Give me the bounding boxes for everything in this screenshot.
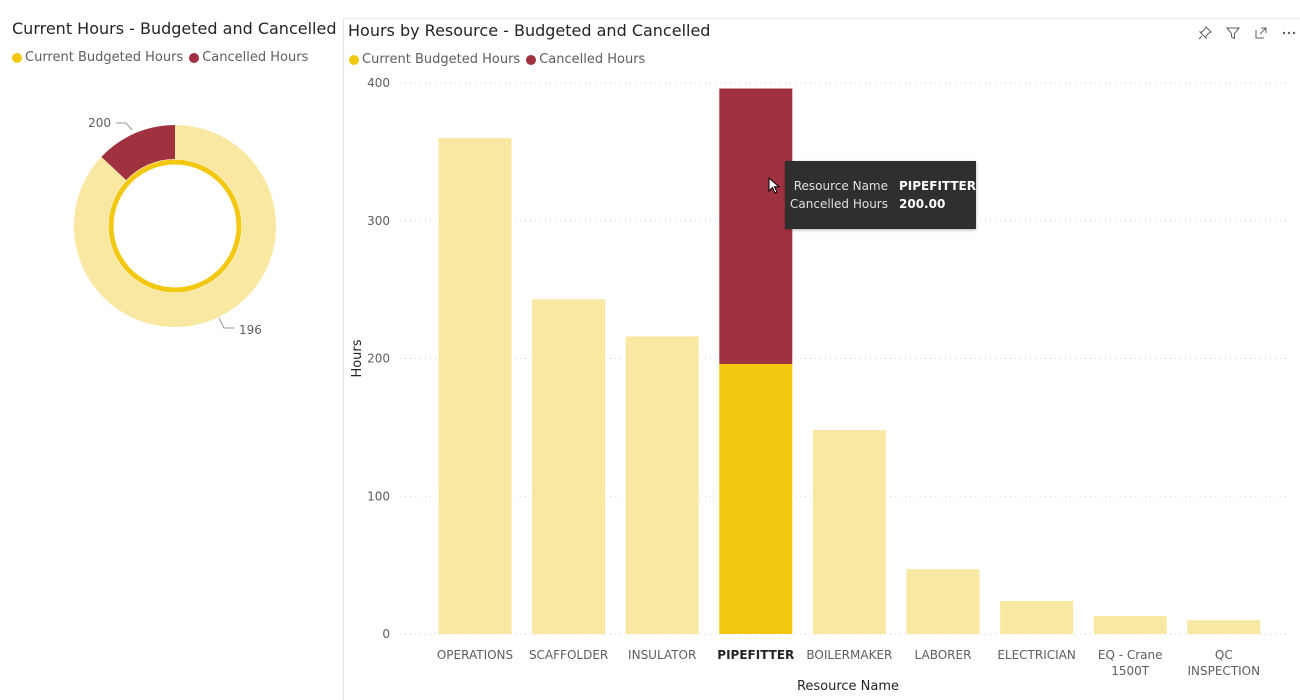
x-tick-label: LABORER <box>915 648 972 662</box>
x-tick-label: OPERATIONS <box>437 648 513 662</box>
x-tick-label: QC <box>1215 648 1233 662</box>
tooltip: Resource Name PIPEFITTER Cancelled Hours… <box>785 161 976 229</box>
y-tick-label: 400 <box>367 76 390 90</box>
bar-legend-item-budgeted[interactable]: Current Budgeted Hours <box>349 52 520 67</box>
bar-legend: Current Budgeted Hours Cancelled Hours <box>349 52 651 67</box>
more-options-icon[interactable] <box>1280 24 1298 42</box>
bar-cancelled[interactable] <box>719 88 793 365</box>
x-tick-label: BOILERMAKER <box>806 648 892 662</box>
legend-label-cancelled: Cancelled Hours <box>202 50 309 65</box>
bar-budgeted[interactable] <box>532 299 606 634</box>
y-tick-label: 200 <box>367 352 390 366</box>
x-tick-label: EQ - Crane <box>1098 648 1163 662</box>
donut-legend-item-budgeted[interactable]: Current Budgeted Hours <box>12 50 183 65</box>
tooltip-value: 200.00 <box>899 197 946 211</box>
x-tick-label: INSPECTION <box>1187 664 1260 678</box>
y-axis-title: Hours <box>350 339 365 377</box>
legend-marker-budgeted <box>349 54 359 65</box>
legend-label-budgeted: Current Budgeted Hours <box>25 50 184 65</box>
bar-budgeted[interactable] <box>719 364 793 634</box>
x-tick-label: ELECTRICIAN <box>997 648 1076 662</box>
donut-selection-ring <box>108 159 242 293</box>
y-tick-label: 0 <box>382 627 390 641</box>
focus-mode-icon[interactable] <box>1252 24 1270 42</box>
y-tick-label: 100 <box>367 489 390 503</box>
tooltip-row-resource: Resource Name PIPEFITTER <box>785 179 976 193</box>
tooltip-label: Resource Name <box>793 179 888 193</box>
bar-chart-visual[interactable]: Hours by Resource - Budgeted and Cancell… <box>343 18 1300 700</box>
donut-chart-title: Current Hours - Budgeted and Cancelled <box>12 19 337 38</box>
mouse-cursor-icon <box>768 177 781 194</box>
bar-budgeted[interactable] <box>1000 600 1074 634</box>
legend-marker-cancelled <box>189 52 200 63</box>
bar-budgeted[interactable] <box>625 336 699 634</box>
legend-marker-cancelled <box>526 54 537 65</box>
donut-chart[interactable]: 200 196 <box>0 90 330 390</box>
donut-slice-budgeted[interactable] <box>73 125 276 327</box>
y-tick-label: 300 <box>367 214 390 228</box>
donut-leader-line <box>218 317 234 329</box>
bar-budgeted[interactable] <box>438 138 512 634</box>
bar-budgeted[interactable] <box>1187 620 1261 634</box>
bar-chart-title: Hours by Resource - Budgeted and Cancell… <box>348 21 711 40</box>
x-axis-title: Resource Name <box>797 679 899 694</box>
donut-data-label-cancelled: 200 <box>88 116 111 130</box>
bar-legend-item-cancelled[interactable]: Cancelled Hours <box>526 52 645 67</box>
bar-budgeted[interactable] <box>1093 616 1167 634</box>
legend-label-budgeted: Current Budgeted Hours <box>362 52 521 67</box>
visual-header-toolbar <box>1186 24 1298 42</box>
bar-budgeted[interactable] <box>906 569 980 634</box>
bar-chart[interactable]: 0 100 200 300 400 Hours Resource Name OPERATION… <box>343 18 1300 699</box>
donut-slice-cancelled[interactable] <box>101 125 175 181</box>
tooltip-value: PIPEFITTER <box>899 179 976 193</box>
donut-legend-item-cancelled[interactable]: Cancelled Hours <box>189 50 308 65</box>
donut-data-label-budgeted: 196 <box>239 323 262 337</box>
legend-label-cancelled: Cancelled Hours <box>539 52 646 67</box>
donut-leader-line <box>116 122 133 131</box>
donut-legend: Current Budgeted Hours Cancelled Hours <box>12 50 314 65</box>
x-tick-label: 1500T <box>1111 664 1150 678</box>
tooltip-row-cancelled: Cancelled Hours 200.00 <box>785 197 976 211</box>
bar-budgeted[interactable] <box>812 430 886 634</box>
filter-icon[interactable] <box>1224 24 1242 42</box>
x-tick-label: INSULATOR <box>628 648 696 662</box>
tooltip-label: Cancelled Hours <box>790 197 888 211</box>
legend-marker-budgeted <box>12 52 22 63</box>
pin-icon[interactable] <box>1196 24 1214 42</box>
x-tick-label: PIPEFITTER <box>717 648 794 662</box>
x-tick-label: SCAFFOLDER <box>529 648 608 662</box>
